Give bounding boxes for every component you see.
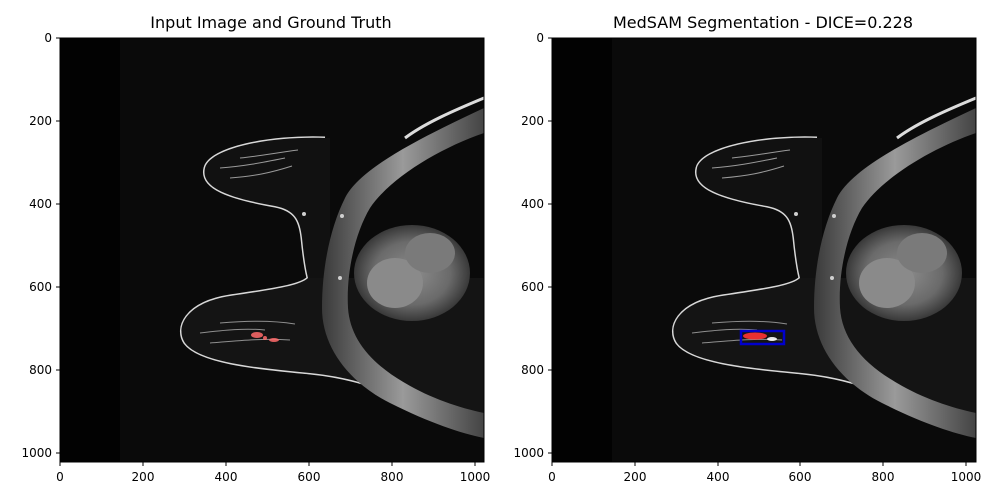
x-tick-label: 1000 bbox=[460, 470, 491, 484]
x-tick-label: 200 bbox=[132, 470, 155, 484]
mri-image-right bbox=[552, 38, 976, 462]
panel-ground-truth: Input Image and Ground Truth 0 200 400 6… bbox=[21, 13, 490, 484]
panel-title-ground-truth: Input Image and Ground Truth bbox=[150, 13, 391, 32]
y-tick-label: 1000 bbox=[513, 446, 544, 460]
x-axis-left: 0 200 400 600 800 1000 bbox=[56, 462, 490, 484]
x-tick-label: 0 bbox=[548, 470, 556, 484]
y-tick-label: 0 bbox=[536, 31, 544, 45]
x-tick-label: 600 bbox=[789, 470, 812, 484]
y-tick-label: 800 bbox=[29, 363, 52, 377]
y-tick-label: 0 bbox=[44, 31, 52, 45]
panel-medsam-segmentation: MedSAM Segmentation - DICE=0.228 0 200 4… bbox=[513, 13, 981, 484]
y-tick-label: 600 bbox=[521, 280, 544, 294]
y-tick-label: 200 bbox=[521, 114, 544, 128]
y-tick-label: 400 bbox=[521, 197, 544, 211]
y-axis-left: 0 200 400 600 800 1000 bbox=[21, 31, 60, 460]
panel-title-medsam: MedSAM Segmentation - DICE=0.228 bbox=[613, 13, 913, 32]
x-tick-label: 400 bbox=[215, 470, 238, 484]
y-tick-label: 600 bbox=[29, 280, 52, 294]
x-axis-right: 0 200 400 600 800 1000 bbox=[548, 462, 981, 484]
x-tick-label: 200 bbox=[624, 470, 647, 484]
mri-image-left bbox=[60, 38, 484, 462]
x-tick-label: 800 bbox=[872, 470, 895, 484]
x-tick-label: 0 bbox=[56, 470, 64, 484]
y-tick-label: 1000 bbox=[21, 446, 52, 460]
x-tick-label: 800 bbox=[381, 470, 404, 484]
x-tick-label: 600 bbox=[298, 470, 321, 484]
y-tick-label: 200 bbox=[29, 114, 52, 128]
y-tick-label: 400 bbox=[29, 197, 52, 211]
y-axis-right: 0 200 400 600 800 1000 bbox=[513, 31, 552, 460]
x-tick-label: 400 bbox=[707, 470, 730, 484]
x-tick-label: 1000 bbox=[951, 470, 982, 484]
y-tick-label: 800 bbox=[521, 363, 544, 377]
